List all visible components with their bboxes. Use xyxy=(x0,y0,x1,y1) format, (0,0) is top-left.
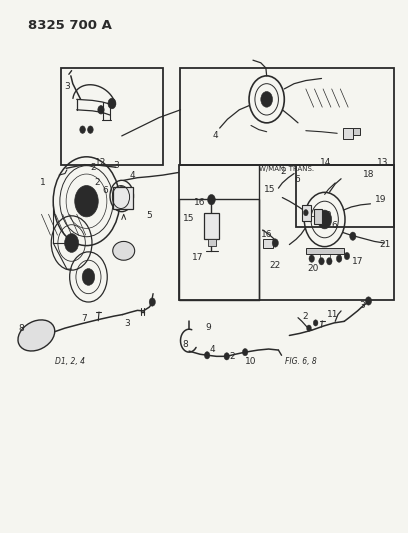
Text: 1: 1 xyxy=(40,179,46,188)
Circle shape xyxy=(64,233,79,253)
Bar xyxy=(343,128,353,139)
Bar xyxy=(353,127,360,135)
Circle shape xyxy=(326,257,332,265)
Circle shape xyxy=(208,195,215,205)
Circle shape xyxy=(261,92,273,107)
Circle shape xyxy=(307,325,311,332)
Text: 8: 8 xyxy=(18,324,24,333)
Text: 22: 22 xyxy=(269,261,280,270)
Text: 15: 15 xyxy=(264,185,275,193)
Circle shape xyxy=(366,297,372,305)
Ellipse shape xyxy=(113,241,135,260)
Bar xyxy=(208,239,216,246)
Text: 6: 6 xyxy=(294,175,300,184)
Text: 15: 15 xyxy=(183,214,195,223)
Text: 4: 4 xyxy=(130,171,135,180)
Text: 20: 20 xyxy=(307,263,319,272)
Bar xyxy=(302,205,310,221)
Text: 16: 16 xyxy=(193,198,205,207)
Text: 2: 2 xyxy=(281,167,286,176)
Ellipse shape xyxy=(18,320,55,351)
Circle shape xyxy=(309,255,315,262)
Text: W/MAN. TRANS.: W/MAN. TRANS. xyxy=(259,166,314,172)
Text: 3: 3 xyxy=(125,319,131,328)
Bar xyxy=(179,199,259,301)
Bar xyxy=(314,209,322,224)
Text: 2: 2 xyxy=(95,179,100,188)
Bar xyxy=(263,239,273,248)
Text: 2: 2 xyxy=(326,211,331,220)
Text: 16: 16 xyxy=(261,230,273,239)
Text: 10: 10 xyxy=(245,357,257,366)
Text: 4: 4 xyxy=(213,132,219,140)
Bar xyxy=(306,248,344,254)
Bar xyxy=(180,68,394,165)
Circle shape xyxy=(88,126,93,133)
Text: 6: 6 xyxy=(331,221,337,230)
Text: 11: 11 xyxy=(327,310,338,319)
Text: 18: 18 xyxy=(363,170,374,179)
Text: 6: 6 xyxy=(102,186,108,195)
Text: 17: 17 xyxy=(352,257,363,266)
Circle shape xyxy=(242,349,248,356)
Text: 3: 3 xyxy=(360,301,366,310)
Circle shape xyxy=(80,126,85,133)
Text: 2: 2 xyxy=(302,312,308,321)
Circle shape xyxy=(272,239,278,247)
Text: 12: 12 xyxy=(95,158,106,166)
Text: 9: 9 xyxy=(206,323,212,332)
Circle shape xyxy=(98,106,104,114)
Text: 3: 3 xyxy=(64,82,70,91)
Bar xyxy=(179,165,394,301)
Text: 13: 13 xyxy=(377,158,388,166)
Circle shape xyxy=(304,209,308,216)
Bar xyxy=(204,213,219,239)
Circle shape xyxy=(313,320,318,326)
Circle shape xyxy=(344,253,350,260)
Text: 8325 700 A: 8325 700 A xyxy=(28,19,112,31)
Circle shape xyxy=(224,353,229,360)
Text: 21: 21 xyxy=(379,240,390,249)
Bar xyxy=(61,68,163,165)
Circle shape xyxy=(319,257,324,265)
Text: FIG. 6, 8: FIG. 6, 8 xyxy=(285,357,317,366)
Text: 7: 7 xyxy=(82,314,87,323)
Circle shape xyxy=(82,269,95,285)
Text: 4: 4 xyxy=(210,344,215,353)
Circle shape xyxy=(75,185,98,217)
Text: 5: 5 xyxy=(146,211,152,220)
Circle shape xyxy=(108,98,116,109)
Text: 14: 14 xyxy=(320,158,331,166)
Text: D1, 2, 4: D1, 2, 4 xyxy=(55,357,85,366)
Text: 3: 3 xyxy=(113,160,119,169)
Text: 2: 2 xyxy=(91,163,96,172)
Bar xyxy=(113,187,133,209)
Circle shape xyxy=(336,255,342,262)
Circle shape xyxy=(350,232,356,240)
Text: 19: 19 xyxy=(375,195,386,204)
Circle shape xyxy=(204,352,210,359)
Text: 17: 17 xyxy=(192,253,204,262)
Bar xyxy=(296,165,394,228)
Circle shape xyxy=(149,298,155,306)
Text: 8: 8 xyxy=(182,341,188,349)
Circle shape xyxy=(317,210,332,229)
Text: 2: 2 xyxy=(229,352,235,361)
